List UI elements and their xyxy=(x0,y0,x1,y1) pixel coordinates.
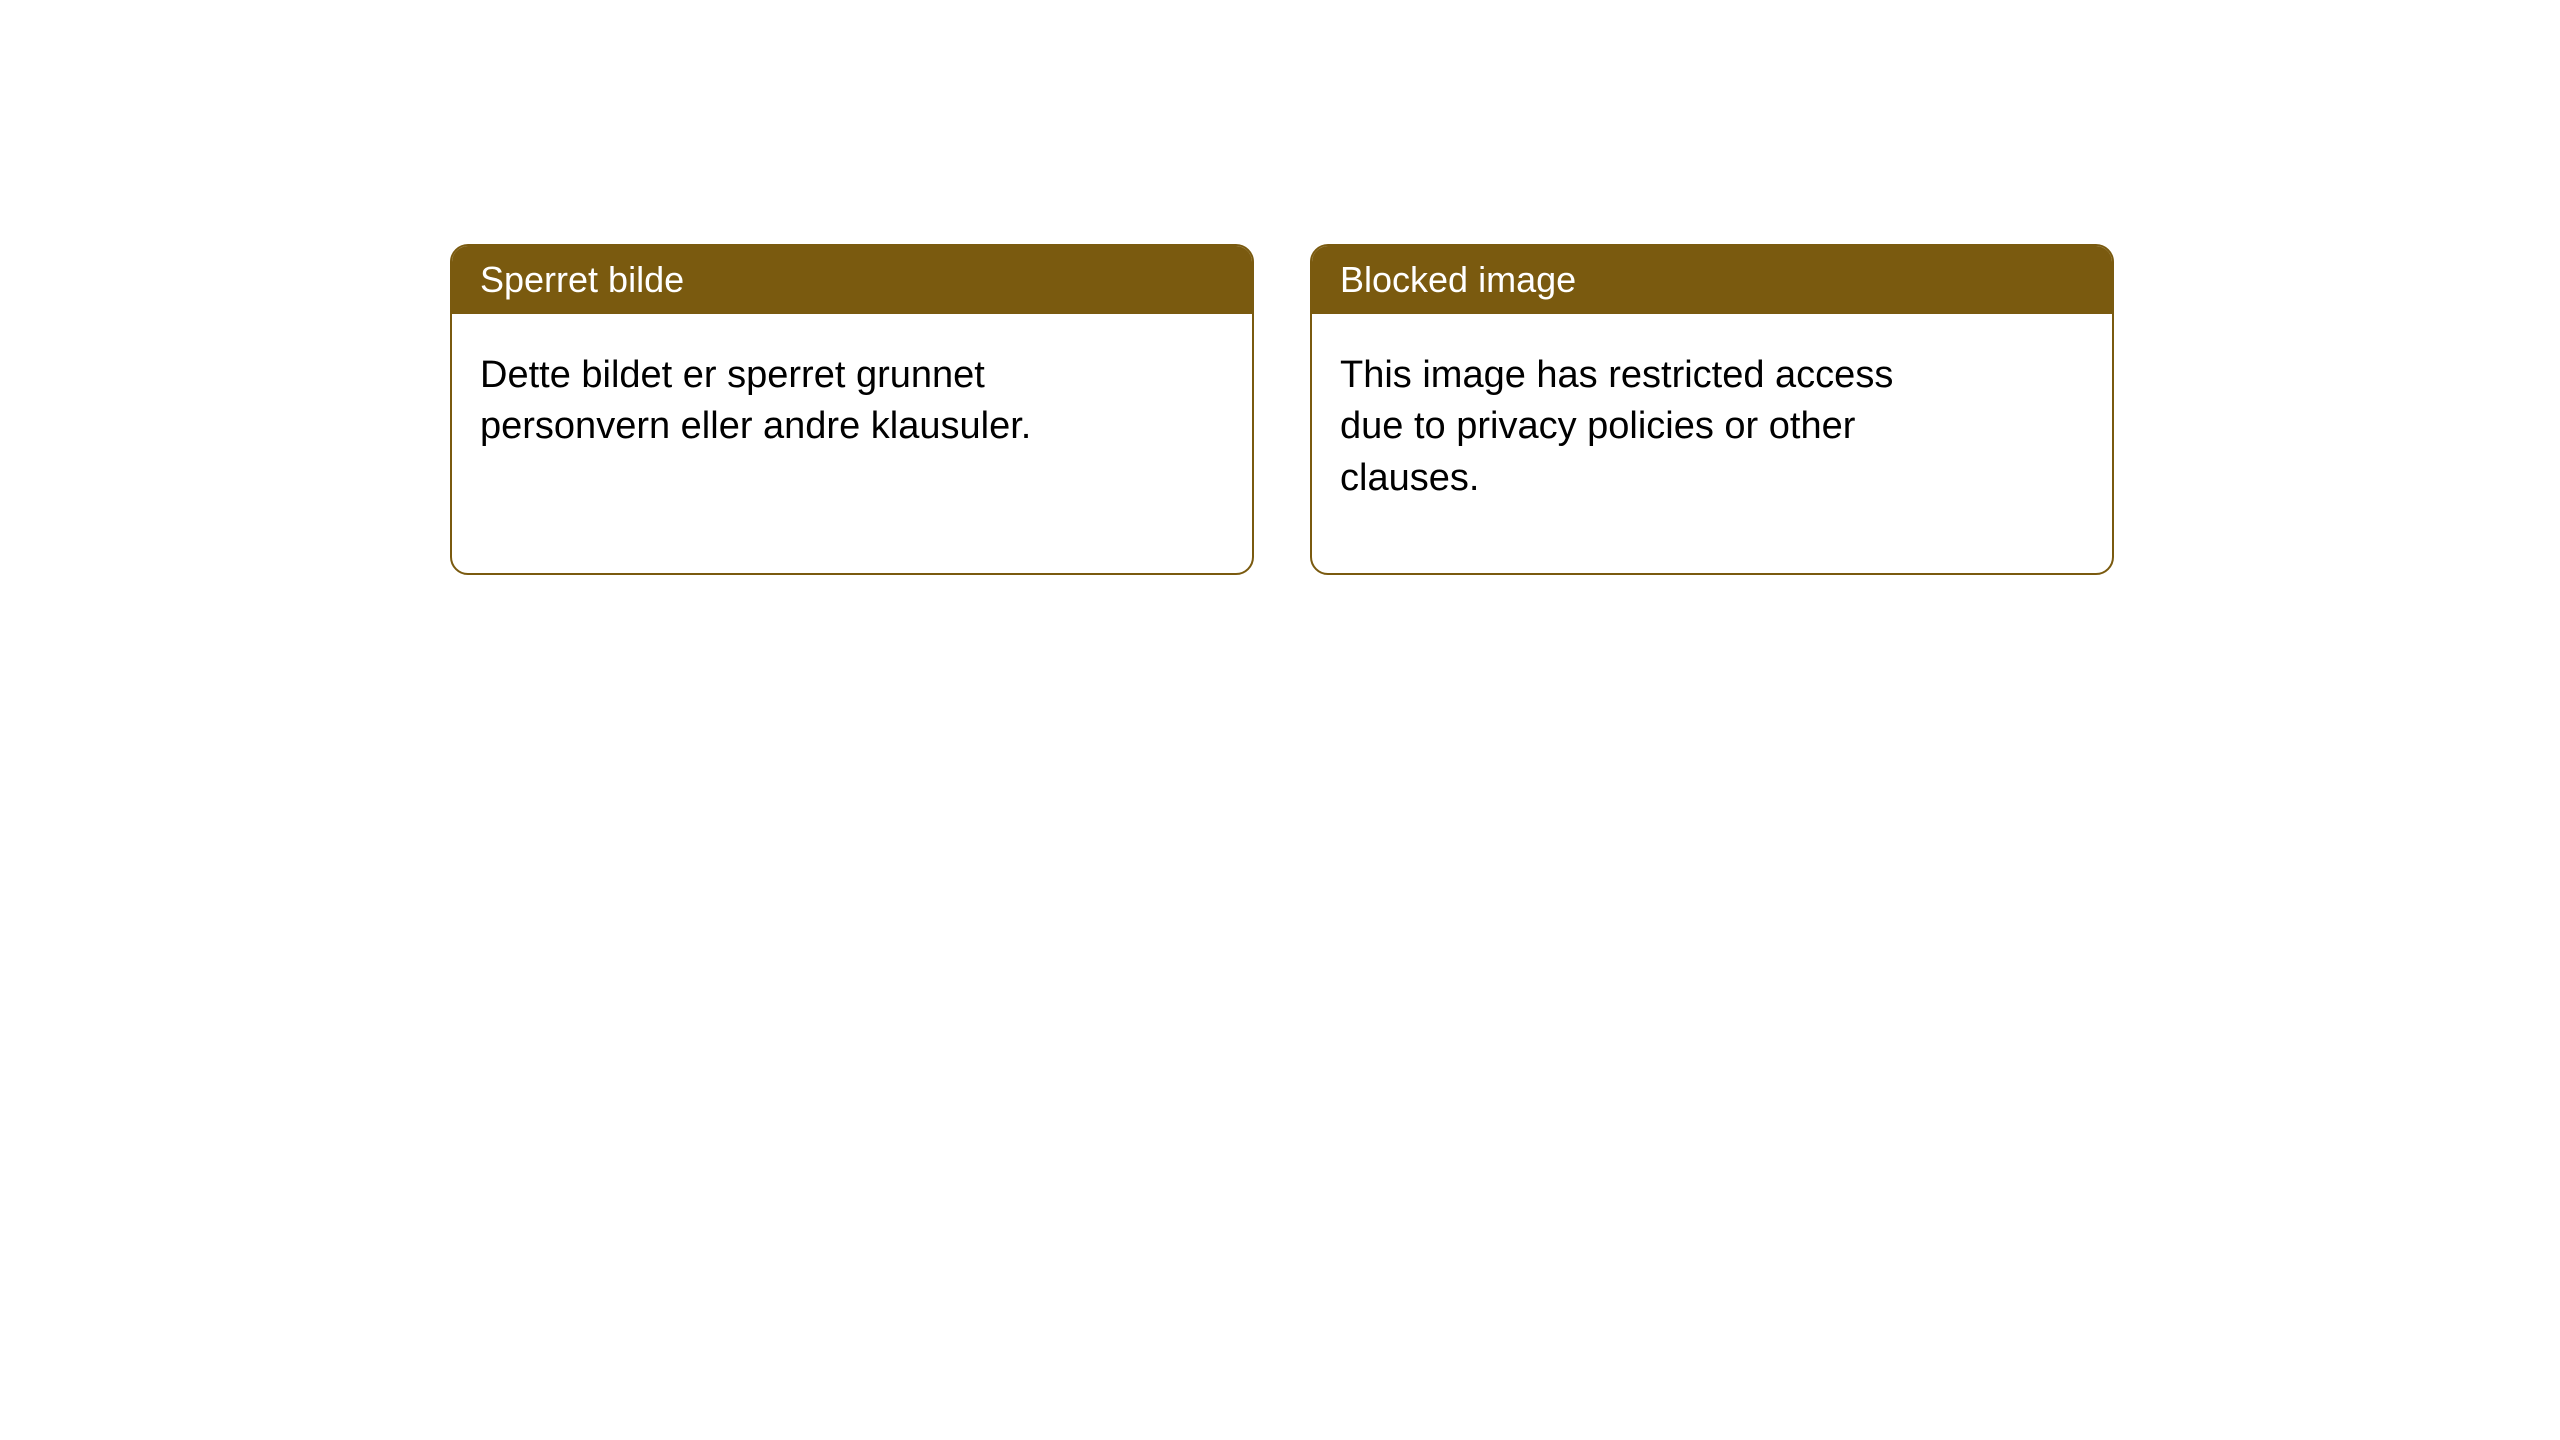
card-body-en: This image has restricted access due to … xyxy=(1312,314,1992,540)
blocked-image-card-en: Blocked image This image has restricted … xyxy=(1310,244,2114,575)
card-body-no: Dette bildet er sperret grunnet personve… xyxy=(452,314,1132,489)
card-header-no: Sperret bilde xyxy=(452,246,1252,314)
blocked-image-card-no: Sperret bilde Dette bildet er sperret gr… xyxy=(450,244,1254,575)
notice-cards-container: Sperret bilde Dette bildet er sperret gr… xyxy=(0,0,2560,575)
card-header-en: Blocked image xyxy=(1312,246,2112,314)
